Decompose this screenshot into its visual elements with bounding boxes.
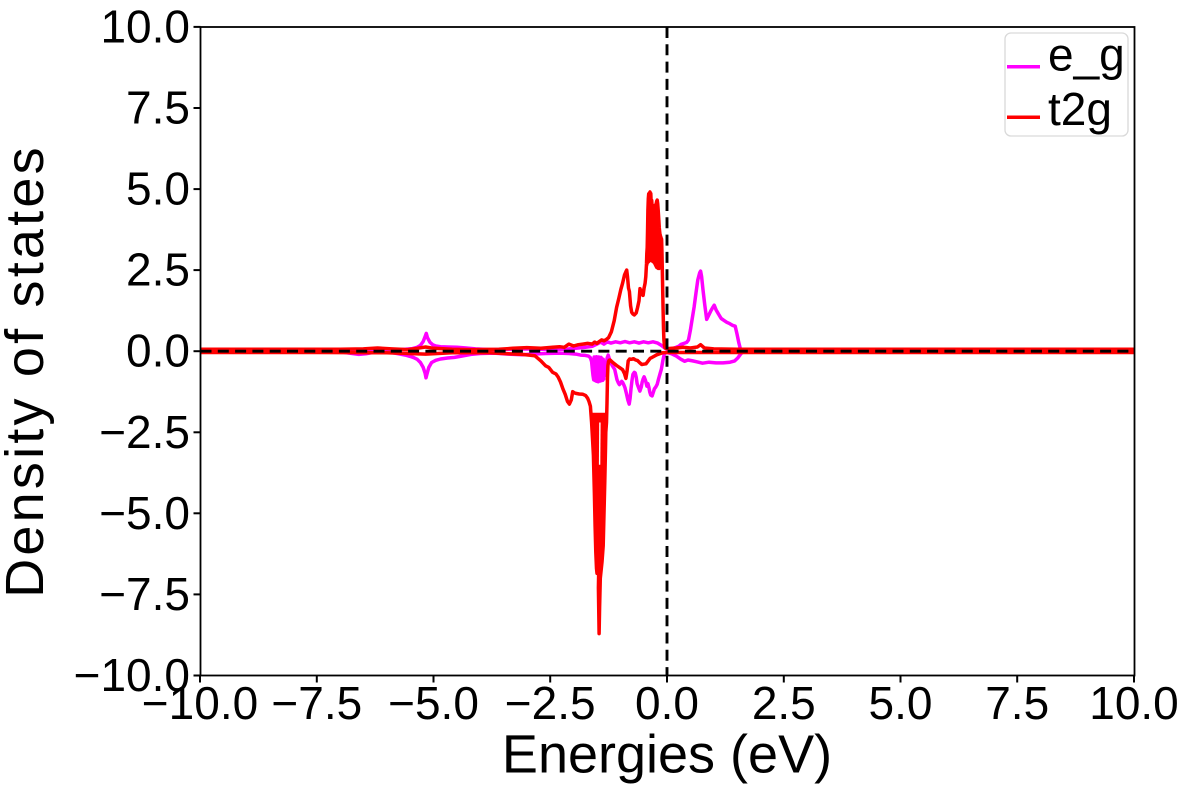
svg-text:−7.5: −7.5: [99, 568, 190, 620]
svg-text:t2g: t2g: [1048, 83, 1112, 135]
svg-text:−2.5: −2.5: [505, 677, 596, 729]
svg-text:7.5: 7.5: [985, 677, 1049, 729]
svg-text:−2.5: −2.5: [99, 406, 190, 458]
svg-text:0.0: 0.0: [635, 677, 699, 729]
svg-text:−5.0: −5.0: [99, 487, 190, 539]
svg-text:2.5: 2.5: [752, 677, 816, 729]
svg-text:2.5: 2.5: [126, 244, 190, 296]
svg-text:7.5: 7.5: [126, 82, 190, 134]
svg-text:−5.0: −5.0: [388, 677, 479, 729]
svg-text:0.0: 0.0: [126, 325, 190, 377]
svg-text:10.0: 10.0: [1089, 677, 1179, 729]
svg-text:Density of states: Density of states: [0, 144, 55, 598]
svg-text:e_g: e_g: [1048, 29, 1125, 81]
svg-text:5.0: 5.0: [126, 163, 190, 215]
svg-text:−10.0: −10.0: [74, 649, 190, 701]
svg-text:10.0: 10.0: [100, 0, 190, 52]
svg-text:Energies (eV): Energies (eV): [502, 725, 832, 785]
svg-text:−10.0: −10.0: [142, 677, 258, 729]
svg-text:5.0: 5.0: [869, 677, 933, 729]
svg-text:−7.5: −7.5: [271, 677, 362, 729]
